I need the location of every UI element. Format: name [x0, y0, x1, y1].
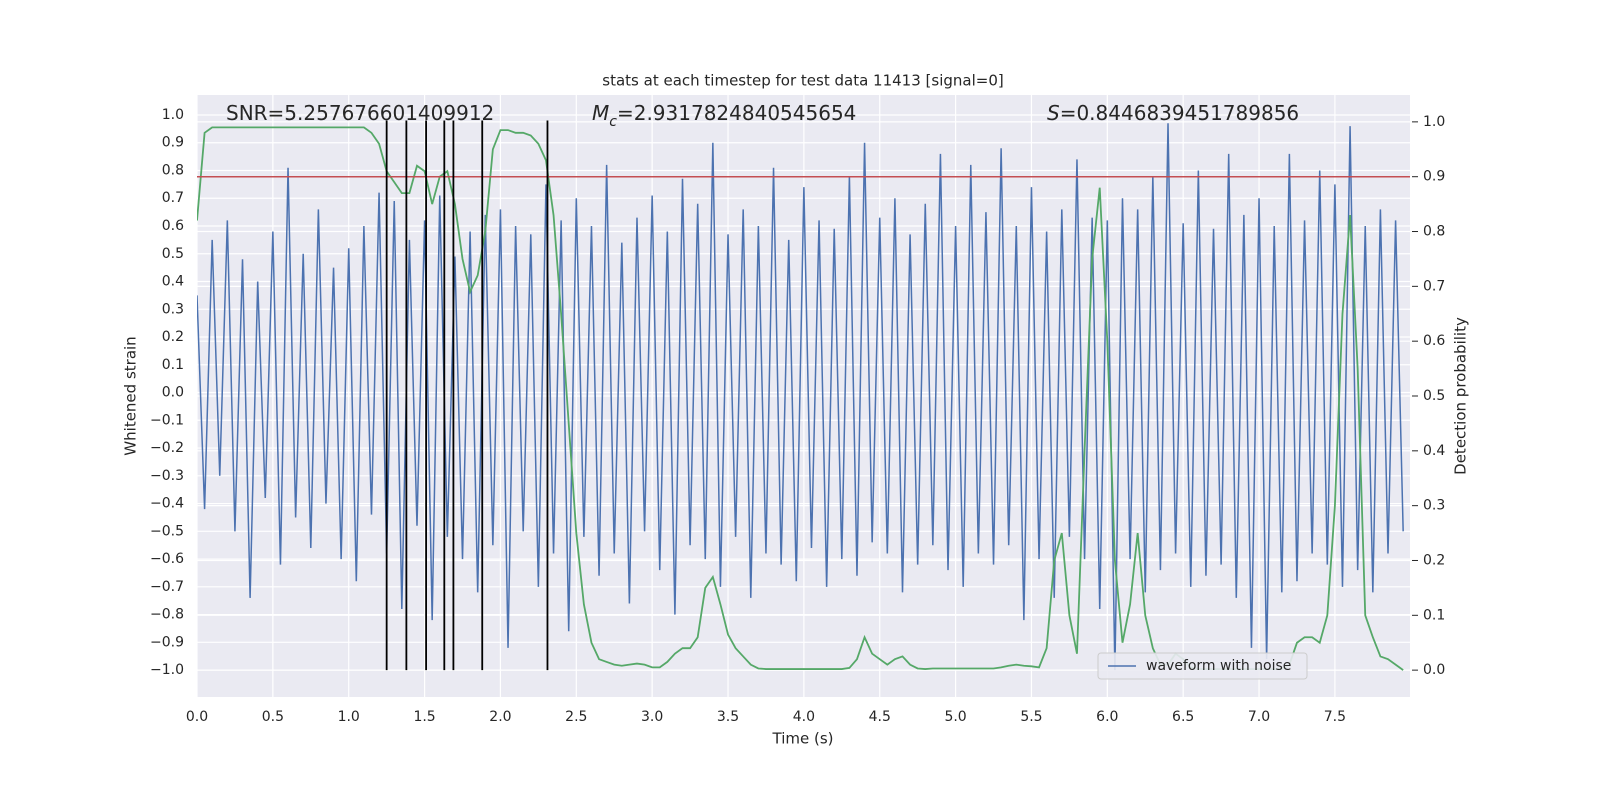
y-tick-label: −0.4	[150, 496, 184, 512]
x-tick-label: 5.5	[1020, 709, 1042, 725]
y-tick-label: 0.1	[162, 357, 184, 373]
y-tick-label: −0.5	[150, 523, 184, 539]
series-line	[197, 123, 1404, 671]
y2-tick-label: 0.8	[1423, 224, 1445, 240]
x-tick-label: 4.0	[793, 709, 815, 725]
y2-tick-label: 0.5	[1423, 388, 1445, 404]
y-tick-label: −0.7	[150, 579, 184, 595]
x-tick-label: 6.5	[1172, 709, 1194, 725]
x-tick-label: 3.5	[717, 709, 739, 725]
x-tick-label: 7.5	[1324, 709, 1346, 725]
annotation-subscript: c	[609, 114, 617, 130]
legend-box	[1097, 652, 1308, 680]
x-tick-label: 7.0	[1248, 709, 1270, 725]
y2-axis-label: Detection probability	[1452, 317, 1470, 475]
y2-tick-label: 0.7	[1423, 278, 1445, 294]
y-tick-label: −0.8	[150, 607, 184, 623]
x-tick-label: 2.5	[565, 709, 587, 725]
y2-tick-label: 0.1	[1423, 607, 1445, 623]
x-tick-label: 6.0	[1096, 709, 1118, 725]
y-tick-label: 0.8	[162, 162, 184, 178]
annotation-text: SNR=5.257676601409912	[226, 101, 494, 125]
y2-tick-label: 0.6	[1423, 333, 1445, 349]
y-tick-label: 0.0	[162, 385, 184, 401]
annotation-symbol: M	[592, 101, 609, 125]
legend-label: waveform with noise	[1146, 658, 1291, 674]
y-tick-label: 1.0	[162, 107, 184, 123]
annotation-text: =2.9317824840545654	[617, 101, 856, 125]
y2-tick-label: 0.0	[1423, 662, 1445, 678]
x-tick-label: 4.5	[869, 709, 891, 725]
y-tick-label: 0.2	[162, 329, 184, 345]
y2-tick-label: 0.9	[1423, 169, 1445, 185]
x-axis-label: Time (s)	[772, 730, 834, 748]
x-tick-label: 1.5	[413, 709, 435, 725]
y-tick-label: −0.1	[150, 412, 184, 428]
y-tick-label: −0.3	[150, 468, 184, 484]
annotation: SNR=5.257676601409912	[226, 101, 494, 125]
x-tick-label: 3.0	[641, 709, 663, 725]
x-tick-label: 0.0	[186, 709, 208, 725]
x-tick-label: 2.0	[489, 709, 511, 725]
y-tick-label: 0.9	[162, 135, 184, 151]
annotation-text: =0.8446839451789856	[1060, 101, 1299, 125]
y-tick-label: 0.3	[162, 301, 184, 317]
y2-tick-label: 0.2	[1423, 552, 1445, 568]
annotation-symbol: S	[1047, 101, 1060, 125]
y2-tick-label: 0.4	[1423, 443, 1445, 459]
y-tick-label: 0.4	[162, 274, 184, 290]
annotation: Mc=2.9317824840545654	[592, 101, 856, 131]
y-tick-label: 0.7	[162, 190, 184, 206]
y-tick-label: −0.2	[150, 440, 184, 456]
x-tick-label: 5.0	[944, 709, 966, 725]
plot	[197, 120, 1410, 671]
x-tick-label: 1.0	[338, 709, 360, 725]
y-tick-label: 0.6	[162, 218, 184, 234]
y2-tick-label: 1.0	[1423, 114, 1445, 130]
x-tick-label: 0.5	[262, 709, 284, 725]
y-tick-label: −0.6	[150, 551, 184, 567]
y-tick-label: 0.5	[162, 246, 184, 262]
y-axis-label: Whitened strain	[122, 336, 140, 455]
y-tick-label: −1.0	[150, 662, 184, 678]
annotation: S=0.8446839451789856	[1047, 101, 1299, 125]
y2-tick-label: 0.3	[1423, 498, 1445, 514]
y-tick-label: −0.9	[150, 634, 184, 650]
chart-title: stats at each timestep for test data 114…	[602, 72, 1003, 90]
